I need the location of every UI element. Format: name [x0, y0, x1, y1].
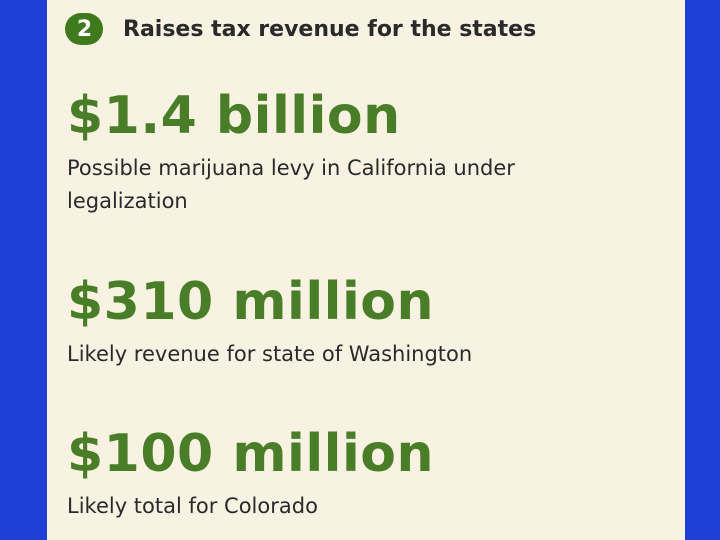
section-number-badge: 2 — [65, 13, 103, 45]
stat-description: Possible marijuana levy in California un… — [67, 156, 515, 213]
stat-california: $1.4 billion Possible marijuana levy in … — [67, 90, 627, 218]
stat-description: Likely revenue for state of Washington — [67, 342, 473, 366]
infographic-panel: 2 Raises tax revenue for the states $1.4… — [47, 0, 685, 540]
stat-value: $310 million — [67, 272, 435, 332]
stat-value: $1.4 billion — [67, 86, 401, 146]
section-title: Raises tax revenue for the states — [123, 16, 537, 42]
stat-description: Likely total for Colorado — [67, 494, 318, 518]
stat-colorado: $100 million Likely total for Colorado — [67, 428, 627, 523]
stat-value: $100 million — [67, 424, 435, 484]
section-header: 2 Raises tax revenue for the states — [65, 12, 536, 46]
stat-washington: $310 million Likely revenue for state of… — [67, 276, 627, 371]
